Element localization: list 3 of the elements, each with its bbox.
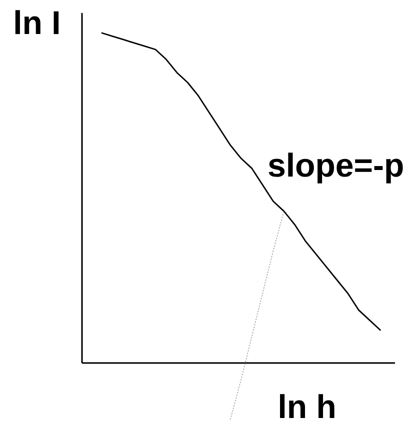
x-axis-title: ln h (280, 394, 334, 418)
annotation: slope=-p (268, 152, 403, 184)
y-axis-title: ln I (15, 10, 59, 34)
